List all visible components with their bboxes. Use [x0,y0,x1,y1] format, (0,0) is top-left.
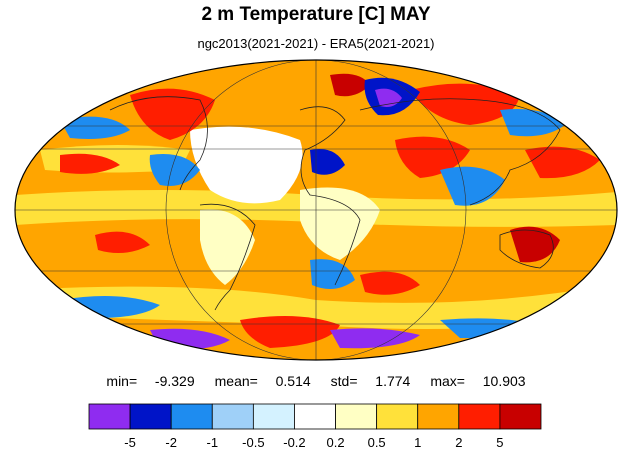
patch-white-atlantic [190,126,303,204]
meridian-90 [165,60,467,360]
patch-purple-antarctic-east [330,328,420,349]
max-stat: max= 10.903 [425,373,530,389]
max-value: 10.903 [482,373,526,389]
plot-title: 2 m Temperature [C] MAY [201,4,431,25]
coast-africa-europe [299,106,361,286]
plot-subtitle: ngc2013(2021-2021) - ERA5(2021-2021) [197,36,435,51]
coast-south-america [199,203,256,311]
std-value: 1.774 [375,373,411,389]
patch-red-europe [330,73,370,97]
patch-red-siberia [410,83,520,125]
legend-swatch [499,403,542,430]
patch-blue-arctic [60,116,130,139]
legend-tick-label: -1 [206,435,218,450]
patch-red-north-america [130,88,215,140]
legend-tick-label: 0.2 [327,435,345,450]
legend-swatch [170,403,213,430]
legend-tick-label: 5 [496,435,503,450]
coast-australia [499,229,554,269]
std-stat: std= 1.774 [326,373,416,389]
legend-tick-label: 0.5 [368,435,386,450]
min-stat: min= -9.329 [101,373,199,389]
coastlines [109,96,561,311]
legend-tick-label: -0.5 [242,435,264,450]
patch-purple-scandinavia [375,88,402,107]
coast-north-america [109,96,208,191]
legend-swatch [376,403,419,430]
legend-tick-label: 2 [455,435,462,450]
legend-swatch [417,403,460,430]
legend-tick-label: -2 [165,435,177,450]
legend-swatch [294,403,336,430]
patch-red-pacific-south [95,231,150,254]
coast-asia [359,98,561,206]
legend-swatch [129,403,172,430]
min-value: -9.329 [154,373,195,389]
map-field [15,60,617,360]
legend-swatch [335,403,378,430]
mean-stat: mean= 0.514 [210,373,316,389]
globe-outline [14,59,618,361]
patch-white-africa [300,187,380,260]
statistics-line: min= -9.329 mean= 0.514 std= 1.774 max= 10.… [0,373,632,389]
patch-red-south-indian [360,271,420,295]
patch-red-north-pacific-east [525,146,600,179]
patch-red-pacific-north [60,153,120,174]
patch-red-asia [395,136,470,178]
patch-yellow-south-band [20,285,610,329]
patch-blue-africa [310,149,345,175]
mean-value: 0.514 [275,373,311,389]
legend-tick-label: -5 [124,435,136,450]
patch-blue-north-america [149,154,200,186]
patch-blue-east-asia [500,109,565,137]
patch-red-australia [510,226,560,263]
legend-swatch [211,403,254,430]
world-map [14,59,618,361]
mean-label: mean= [214,373,258,389]
max-label: max= [430,373,465,389]
legend-swatch [252,403,295,430]
min-label: min= [106,373,138,389]
std-label: std= [330,373,358,389]
legend-swatch [458,403,501,430]
legend-swatch [88,403,131,430]
legend-tick-label: -0.2 [283,435,305,450]
legend-tick-label: 1 [414,435,421,450]
